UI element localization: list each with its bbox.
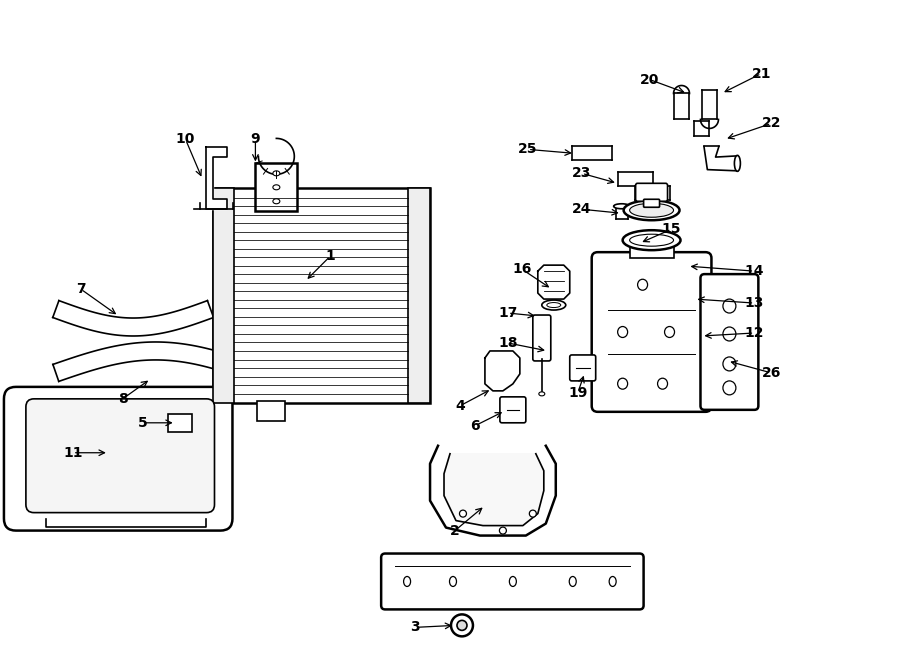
FancyBboxPatch shape — [256, 163, 297, 212]
Text: 1: 1 — [326, 249, 335, 263]
Ellipse shape — [457, 621, 467, 631]
Text: 11: 11 — [63, 446, 83, 460]
Ellipse shape — [617, 327, 627, 338]
Text: 9: 9 — [250, 132, 260, 146]
Text: 26: 26 — [761, 366, 781, 380]
FancyBboxPatch shape — [700, 274, 759, 410]
Ellipse shape — [630, 204, 673, 217]
Text: 22: 22 — [761, 116, 781, 130]
Text: 21: 21 — [752, 67, 771, 81]
Text: 19: 19 — [568, 386, 588, 400]
Ellipse shape — [723, 327, 736, 341]
Bar — [408, 188, 430, 403]
Ellipse shape — [542, 300, 566, 310]
Text: 6: 6 — [470, 419, 480, 433]
Ellipse shape — [403, 576, 410, 586]
Ellipse shape — [734, 155, 741, 171]
Ellipse shape — [273, 185, 280, 190]
Ellipse shape — [637, 279, 648, 290]
Ellipse shape — [723, 357, 736, 371]
Ellipse shape — [609, 576, 617, 586]
Ellipse shape — [273, 199, 280, 204]
Ellipse shape — [509, 576, 517, 586]
FancyBboxPatch shape — [635, 183, 668, 201]
Ellipse shape — [614, 204, 630, 209]
FancyBboxPatch shape — [500, 397, 526, 423]
Ellipse shape — [623, 230, 680, 250]
Polygon shape — [485, 351, 520, 391]
FancyBboxPatch shape — [381, 553, 644, 609]
Bar — [630, 246, 673, 258]
Ellipse shape — [569, 576, 576, 586]
Polygon shape — [538, 265, 570, 299]
Text: 16: 16 — [512, 262, 532, 276]
FancyBboxPatch shape — [570, 355, 596, 381]
FancyBboxPatch shape — [26, 399, 214, 513]
Text: 5: 5 — [138, 416, 148, 430]
FancyBboxPatch shape — [644, 199, 660, 208]
Text: 8: 8 — [118, 392, 128, 406]
Ellipse shape — [449, 576, 456, 586]
Text: 15: 15 — [662, 222, 681, 236]
Ellipse shape — [658, 378, 668, 389]
Polygon shape — [430, 446, 556, 535]
Bar — [212, 188, 430, 403]
Ellipse shape — [723, 299, 736, 313]
Text: 14: 14 — [744, 264, 764, 278]
FancyBboxPatch shape — [4, 387, 232, 531]
Ellipse shape — [529, 510, 536, 517]
Text: 20: 20 — [640, 73, 660, 87]
Text: 2: 2 — [450, 524, 460, 537]
Ellipse shape — [723, 381, 736, 395]
FancyBboxPatch shape — [533, 315, 551, 361]
Text: 23: 23 — [572, 167, 591, 180]
Text: 4: 4 — [455, 399, 465, 413]
Ellipse shape — [547, 303, 561, 307]
Ellipse shape — [617, 378, 627, 389]
Text: 24: 24 — [572, 202, 591, 216]
FancyBboxPatch shape — [591, 252, 711, 412]
Bar — [257, 401, 285, 421]
Ellipse shape — [664, 327, 674, 338]
Text: 18: 18 — [498, 336, 518, 350]
Text: 7: 7 — [76, 282, 86, 296]
Text: 3: 3 — [410, 621, 420, 635]
Ellipse shape — [500, 527, 507, 534]
Bar — [212, 188, 235, 403]
Ellipse shape — [451, 615, 473, 637]
Polygon shape — [444, 453, 544, 525]
Text: 25: 25 — [518, 142, 537, 157]
Polygon shape — [205, 147, 228, 210]
Text: 12: 12 — [744, 326, 764, 340]
Ellipse shape — [460, 510, 466, 517]
Ellipse shape — [539, 392, 544, 396]
FancyBboxPatch shape — [167, 414, 192, 432]
Ellipse shape — [624, 200, 680, 220]
Text: 10: 10 — [176, 132, 195, 146]
Text: 13: 13 — [744, 296, 764, 310]
Text: 17: 17 — [499, 306, 517, 320]
Ellipse shape — [630, 234, 673, 246]
Ellipse shape — [273, 171, 280, 176]
